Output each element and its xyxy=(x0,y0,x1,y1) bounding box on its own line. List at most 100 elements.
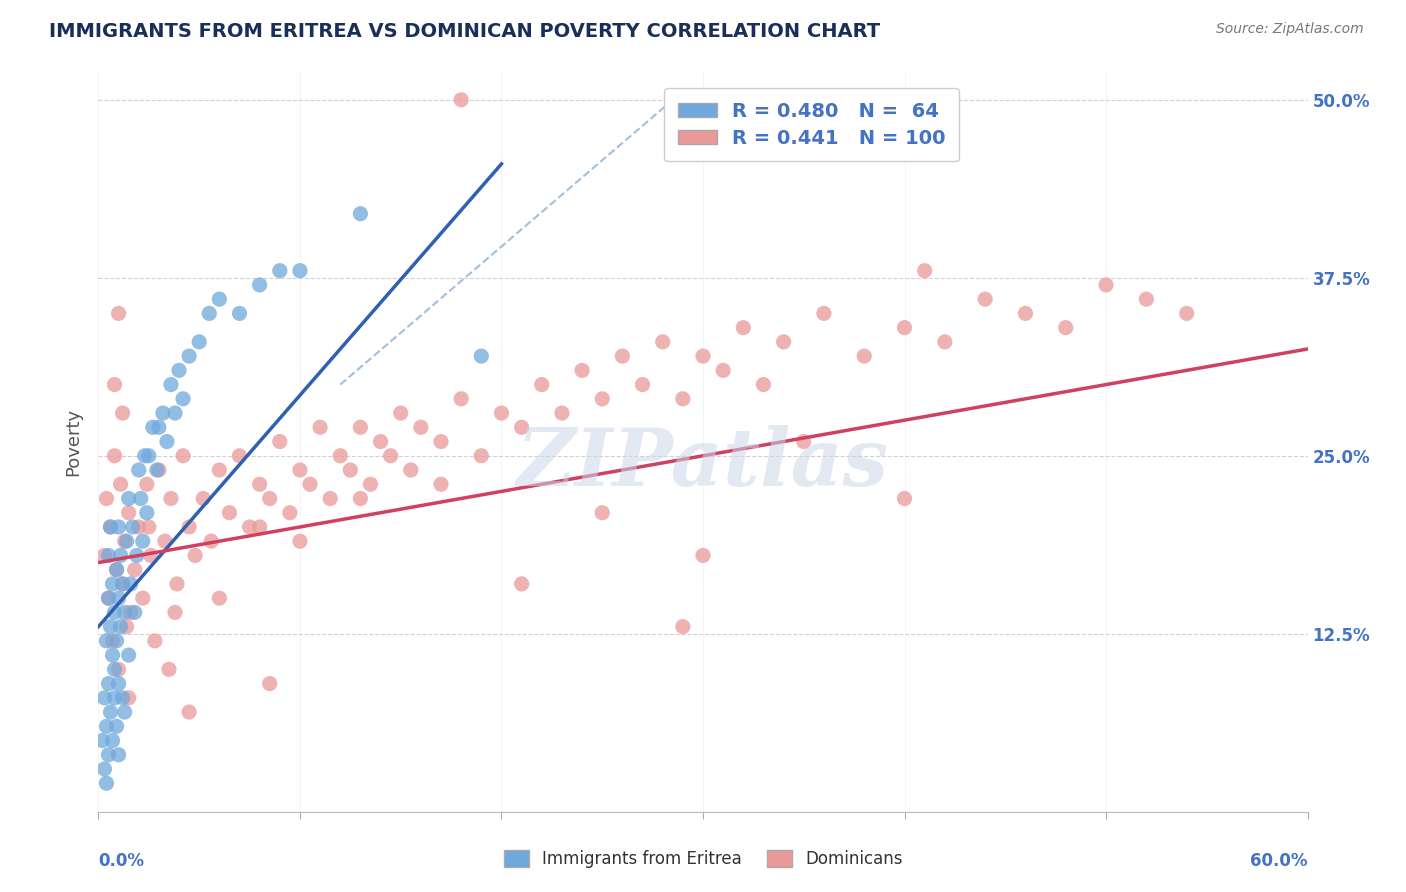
Point xyxy=(101,648,124,662)
Point xyxy=(1054,320,1077,334)
Point xyxy=(115,619,138,633)
Point xyxy=(733,320,755,334)
Point xyxy=(339,463,361,477)
Point xyxy=(470,449,492,463)
Point xyxy=(228,306,250,320)
Point xyxy=(128,463,150,477)
Point xyxy=(142,420,165,434)
Point xyxy=(914,263,936,277)
Point xyxy=(692,549,714,563)
Point xyxy=(1095,277,1118,292)
Point xyxy=(591,392,613,406)
Point xyxy=(450,392,472,406)
Point xyxy=(530,377,553,392)
Point xyxy=(631,377,654,392)
Point xyxy=(96,719,118,733)
Point xyxy=(97,591,120,606)
Point xyxy=(1135,292,1157,306)
Point xyxy=(134,449,156,463)
Point xyxy=(193,491,215,506)
Point xyxy=(129,491,152,506)
Point xyxy=(115,534,138,549)
Point xyxy=(389,406,412,420)
Point xyxy=(132,534,155,549)
Point xyxy=(179,520,201,534)
Point xyxy=(278,506,301,520)
Point xyxy=(793,434,815,449)
Point xyxy=(172,392,194,406)
Point xyxy=(103,377,125,392)
Point xyxy=(132,591,155,606)
Point xyxy=(893,320,915,334)
Point xyxy=(893,491,915,506)
Point xyxy=(107,747,129,762)
Point xyxy=(591,506,613,520)
Text: IMMIGRANTS FROM ERITREA VS DOMINICAN POVERTY CORRELATION CHART: IMMIGRANTS FROM ERITREA VS DOMINICAN POV… xyxy=(49,22,880,41)
Point xyxy=(853,349,876,363)
Point xyxy=(249,520,271,534)
Point xyxy=(107,662,129,676)
Point xyxy=(100,705,122,719)
Point xyxy=(551,406,574,420)
Point xyxy=(172,449,194,463)
Point xyxy=(309,420,332,434)
Point xyxy=(772,334,794,349)
Point xyxy=(269,263,291,277)
Point xyxy=(100,520,122,534)
Point xyxy=(249,477,271,491)
Point xyxy=(153,534,176,549)
Point xyxy=(105,563,128,577)
Point xyxy=(138,449,160,463)
Point xyxy=(672,619,695,633)
Point xyxy=(259,491,281,506)
Point xyxy=(101,733,124,747)
Point xyxy=(110,549,132,563)
Point xyxy=(107,520,129,534)
Text: 60.0%: 60.0% xyxy=(1250,853,1308,871)
Text: Source: ZipAtlas.com: Source: ZipAtlas.com xyxy=(1216,22,1364,37)
Point xyxy=(100,520,122,534)
Point xyxy=(143,633,166,648)
Point xyxy=(179,349,201,363)
Point xyxy=(711,363,734,377)
Point xyxy=(156,434,179,449)
Point xyxy=(146,463,169,477)
Point xyxy=(571,363,593,377)
Point xyxy=(319,491,342,506)
Legend: Immigrants from Eritrea, Dominicans: Immigrants from Eritrea, Dominicans xyxy=(496,843,910,875)
Point xyxy=(110,477,132,491)
Point xyxy=(813,306,835,320)
Point xyxy=(349,420,371,434)
Point xyxy=(179,705,201,719)
Point xyxy=(103,449,125,463)
Point xyxy=(97,549,120,563)
Point xyxy=(97,591,120,606)
Point xyxy=(96,633,118,648)
Point xyxy=(105,563,128,577)
Point xyxy=(1175,306,1198,320)
Point xyxy=(120,606,142,620)
Point xyxy=(269,434,291,449)
Point xyxy=(135,506,157,520)
Point xyxy=(510,420,533,434)
Point xyxy=(93,549,115,563)
Point xyxy=(118,648,141,662)
Point xyxy=(148,420,170,434)
Point xyxy=(124,563,146,577)
Point xyxy=(208,463,231,477)
Point xyxy=(93,762,115,776)
Point xyxy=(370,434,392,449)
Y-axis label: Poverty: Poverty xyxy=(65,408,83,475)
Point xyxy=(166,577,188,591)
Legend: R = 0.480   N =  64, R = 0.441   N = 100: R = 0.480 N = 64, R = 0.441 N = 100 xyxy=(664,88,959,161)
Point xyxy=(163,406,186,420)
Point xyxy=(139,549,162,563)
Point xyxy=(692,349,714,363)
Point xyxy=(114,534,136,549)
Point xyxy=(128,520,150,534)
Point xyxy=(103,662,125,676)
Point xyxy=(105,633,128,648)
Point xyxy=(93,690,115,705)
Point xyxy=(510,577,533,591)
Point xyxy=(184,549,207,563)
